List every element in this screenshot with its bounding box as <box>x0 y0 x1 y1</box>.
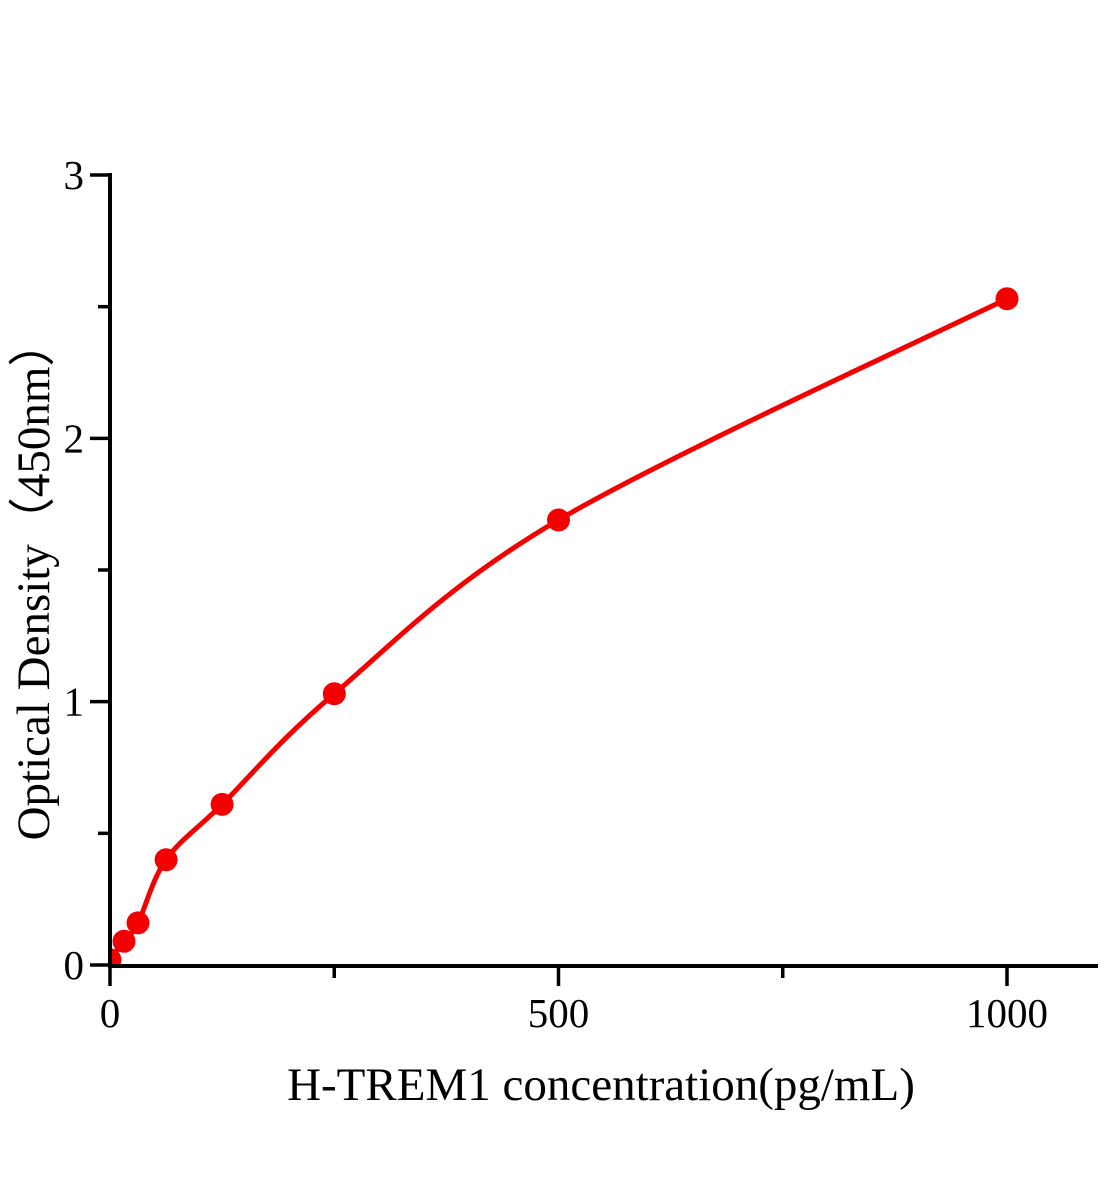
x-axis-tick-label: 0 <box>100 990 121 1036</box>
y-axis-tick-label: 1 <box>64 679 85 725</box>
x-axis-title: H-TREM1 concentration(pg/mL) <box>287 1059 915 1111</box>
data-point-marker <box>126 911 150 935</box>
standard-curve-line <box>112 296 1009 962</box>
x-axis-tick-label: 500 <box>528 990 590 1036</box>
y-axis-ticks: 0 1 2 3 <box>64 152 108 988</box>
data-point-marker <box>322 682 346 706</box>
data-series <box>112 287 1019 964</box>
data-point-marker <box>547 508 570 532</box>
y-axis-tick-label: 2 <box>64 415 85 461</box>
y-axis-title: Optical Density（450nm） <box>8 320 60 841</box>
data-point-marker <box>112 948 122 964</box>
x-axis-ticks: 0 500 1000 <box>100 968 1048 1036</box>
x-axis-tick-label: 1000 <box>966 990 1048 1036</box>
y-axis-tick-label: 0 <box>64 942 85 988</box>
y-axis-tick-label: 3 <box>64 152 85 198</box>
data-point-marker <box>995 287 1019 311</box>
data-point-marker <box>210 792 234 816</box>
data-point-marker <box>112 929 136 953</box>
data-point-marker <box>154 848 178 872</box>
